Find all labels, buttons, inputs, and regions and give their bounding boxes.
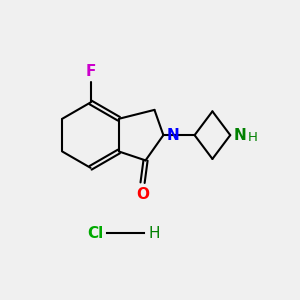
Text: H: H	[248, 131, 257, 144]
Text: F: F	[85, 64, 96, 79]
Text: N: N	[166, 128, 179, 142]
Text: Cl: Cl	[88, 226, 104, 241]
Text: O: O	[136, 187, 149, 202]
Text: H: H	[148, 226, 160, 241]
Text: N: N	[234, 128, 247, 142]
